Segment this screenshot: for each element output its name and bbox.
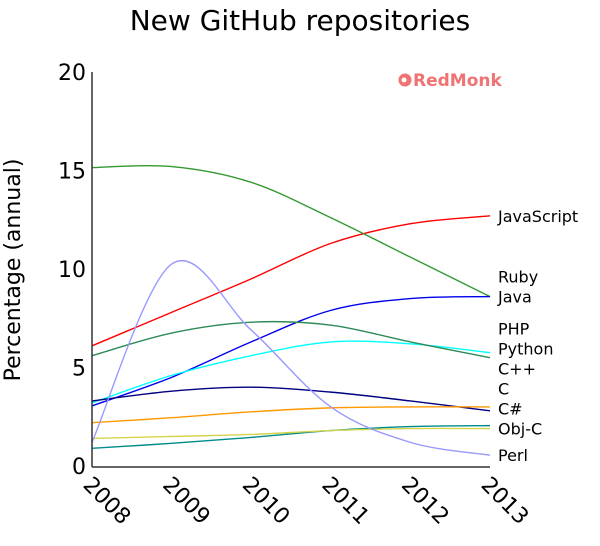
- y-tick-label: 5: [72, 357, 86, 382]
- chart-title: New GitHub repositories: [130, 4, 471, 37]
- y-tick-label: 10: [58, 258, 86, 283]
- series-label-php: PHP: [498, 320, 530, 339]
- series-line-c-: [91, 424, 491, 449]
- series-label-c: C: [498, 380, 509, 399]
- redmonk-logo-text: RedMonk: [413, 71, 502, 91]
- series-line-python: [91, 320, 491, 359]
- series-label-java: Java: [497, 288, 532, 307]
- redmonk-logo-icon-inner: [401, 77, 407, 83]
- x-tick-label: 2008: [78, 473, 135, 530]
- x-tick-label: 2011: [317, 473, 374, 530]
- x-tick-label: 2009: [157, 473, 214, 530]
- series-line-php: [91, 340, 491, 404]
- x-tick-label: 2012: [396, 473, 453, 530]
- series-lines: [91, 164, 491, 456]
- series-label-c-: C#: [498, 400, 523, 419]
- series-label-perl: Perl: [498, 446, 528, 465]
- x-tick-label: 2010: [237, 473, 294, 530]
- redmonk-logo: RedMonk: [398, 71, 502, 91]
- series-label-javascript: JavaScript: [497, 207, 578, 226]
- x-tick-label: 2013: [476, 473, 533, 530]
- series-label-obj-c: Obj-C: [498, 420, 542, 439]
- axes: 0 5 10 15 20 2008 2009 2010 2011 2012 2013: [58, 61, 533, 530]
- series-line-perl: [91, 260, 491, 456]
- y-axis-label: Percentage (annual): [1, 159, 26, 382]
- series-line-obj-c: [91, 427, 491, 440]
- y-tick-label: 0: [72, 455, 86, 480]
- series-label-python: Python: [498, 340, 553, 359]
- series-label-ruby: Ruby: [498, 268, 538, 287]
- series-line-c-: [91, 406, 491, 424]
- series-line-java: [91, 295, 491, 407]
- series-label-c-: C++: [498, 360, 536, 379]
- series-line-javascript: [91, 215, 491, 347]
- y-tick-label: 20: [58, 61, 86, 86]
- y-tick-label: 15: [58, 160, 86, 185]
- series-line-ruby: [91, 164, 491, 298]
- series-line-c: [91, 386, 491, 412]
